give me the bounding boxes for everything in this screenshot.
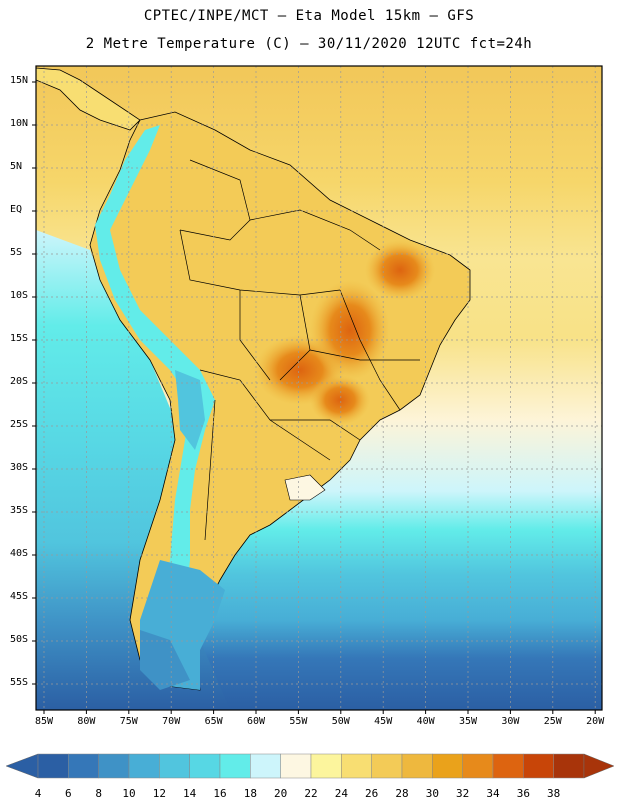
legend-label: 24: [335, 787, 349, 800]
latitude-label: 50S: [10, 634, 29, 645]
legend-swatch: [371, 753, 403, 779]
legend-label: 12: [153, 787, 166, 800]
longitude-label: 60W: [246, 716, 266, 727]
andes-cold-band: [95, 125, 215, 685]
longitude-label: 85W: [34, 716, 54, 727]
legend-label: 10: [122, 787, 135, 800]
legend-swatch: [128, 753, 160, 779]
chart-title-line1: CPTEC/INPE/MCT – Eta Model 15km – GFS: [143, 8, 475, 24]
legend-label: 36: [517, 787, 530, 800]
legend-swatch: [401, 753, 433, 779]
longitude-label: 80W: [77, 716, 96, 727]
legend-label: 20: [274, 787, 287, 800]
legend-label: 30: [426, 787, 439, 800]
latitude-label: 15S: [10, 333, 29, 344]
legend-label: 22: [304, 787, 317, 800]
map-ticks: [32, 81, 596, 714]
legend-swatch: [68, 753, 99, 779]
latitude-label: 10S: [10, 290, 29, 301]
legend-label: 6: [65, 787, 72, 800]
legend-label: 8: [95, 787, 102, 800]
chart-title-line2: 2 Metre Temperature (C) – 30/11/2020 12U…: [85, 36, 533, 52]
legend-arrow-low: [5, 753, 39, 779]
legend-swatch: [37, 753, 69, 779]
latitude-label: 40S: [10, 548, 29, 559]
longitude-label: 65W: [204, 716, 223, 727]
altiplano-cold: [175, 370, 205, 450]
longitude-label: 20W: [586, 716, 605, 727]
latitude-label: 35S: [10, 505, 29, 516]
longitude-label: 30W: [501, 716, 520, 727]
legend-swatch: [310, 753, 342, 779]
longitude-label: 25W: [543, 716, 562, 727]
latitude-label: 5S: [10, 247, 23, 258]
latitude-label: 20S: [10, 376, 29, 387]
hot-spot-goias: [310, 280, 390, 380]
hot-spot-northeast: [365, 240, 435, 300]
legend-swatch: [492, 753, 524, 779]
map-grid: [36, 66, 602, 710]
longitude-label: 50W: [331, 716, 350, 727]
longitude-label: 45W: [374, 716, 393, 727]
legend-swatch: [523, 753, 554, 779]
legend-label: 18: [244, 787, 257, 800]
map-frame: [35, 65, 603, 711]
tierra-del-fuego-cool: [140, 630, 190, 690]
legend-swatch: [553, 753, 585, 779]
legend-swatch: [98, 753, 130, 779]
legend-label: 38: [547, 787, 560, 800]
legend-swatch: [432, 753, 463, 779]
latitude-label: 55S: [10, 677, 29, 688]
latitude-label: EQ: [10, 204, 23, 215]
legend-swatch: [219, 753, 251, 779]
legend-swatch: [250, 753, 281, 779]
central-america-land: [36, 67, 141, 131]
longitude-label: 70W: [162, 716, 181, 727]
legend-label: 16: [213, 787, 226, 800]
legend-swatch: [341, 753, 372, 779]
latitude-label: 45S: [10, 591, 29, 602]
legend-swatch: [159, 753, 190, 779]
latitude-label: 30S: [10, 462, 29, 473]
rio-de-la-plata: [284, 474, 326, 501]
country-borders: [179, 159, 420, 541]
legend-label: 4: [35, 787, 42, 800]
latitude-label: 15N: [10, 75, 29, 86]
latitude-label: 25S: [10, 419, 29, 430]
legend-swatch: [280, 753, 312, 779]
longitude-label: 75W: [119, 716, 138, 727]
legend-label: 14: [183, 787, 197, 800]
legend-label: 34: [486, 787, 500, 800]
legend-label: 28: [395, 787, 408, 800]
legend-swatch: [189, 753, 221, 779]
legend-swatch: [462, 753, 494, 779]
legend-label: 32: [456, 787, 469, 800]
longitude-label: 55W: [289, 716, 308, 727]
latitude-label: 5N: [10, 161, 23, 172]
map-field: [36, 66, 602, 710]
legend-label: 26: [365, 787, 378, 800]
legend-arrow-high: [583, 753, 615, 779]
hot-spot-minas: [310, 375, 370, 425]
longitude-label: 35W: [458, 716, 478, 727]
latitude-label: 10N: [10, 118, 29, 129]
longitude-label: 40W: [416, 716, 435, 727]
